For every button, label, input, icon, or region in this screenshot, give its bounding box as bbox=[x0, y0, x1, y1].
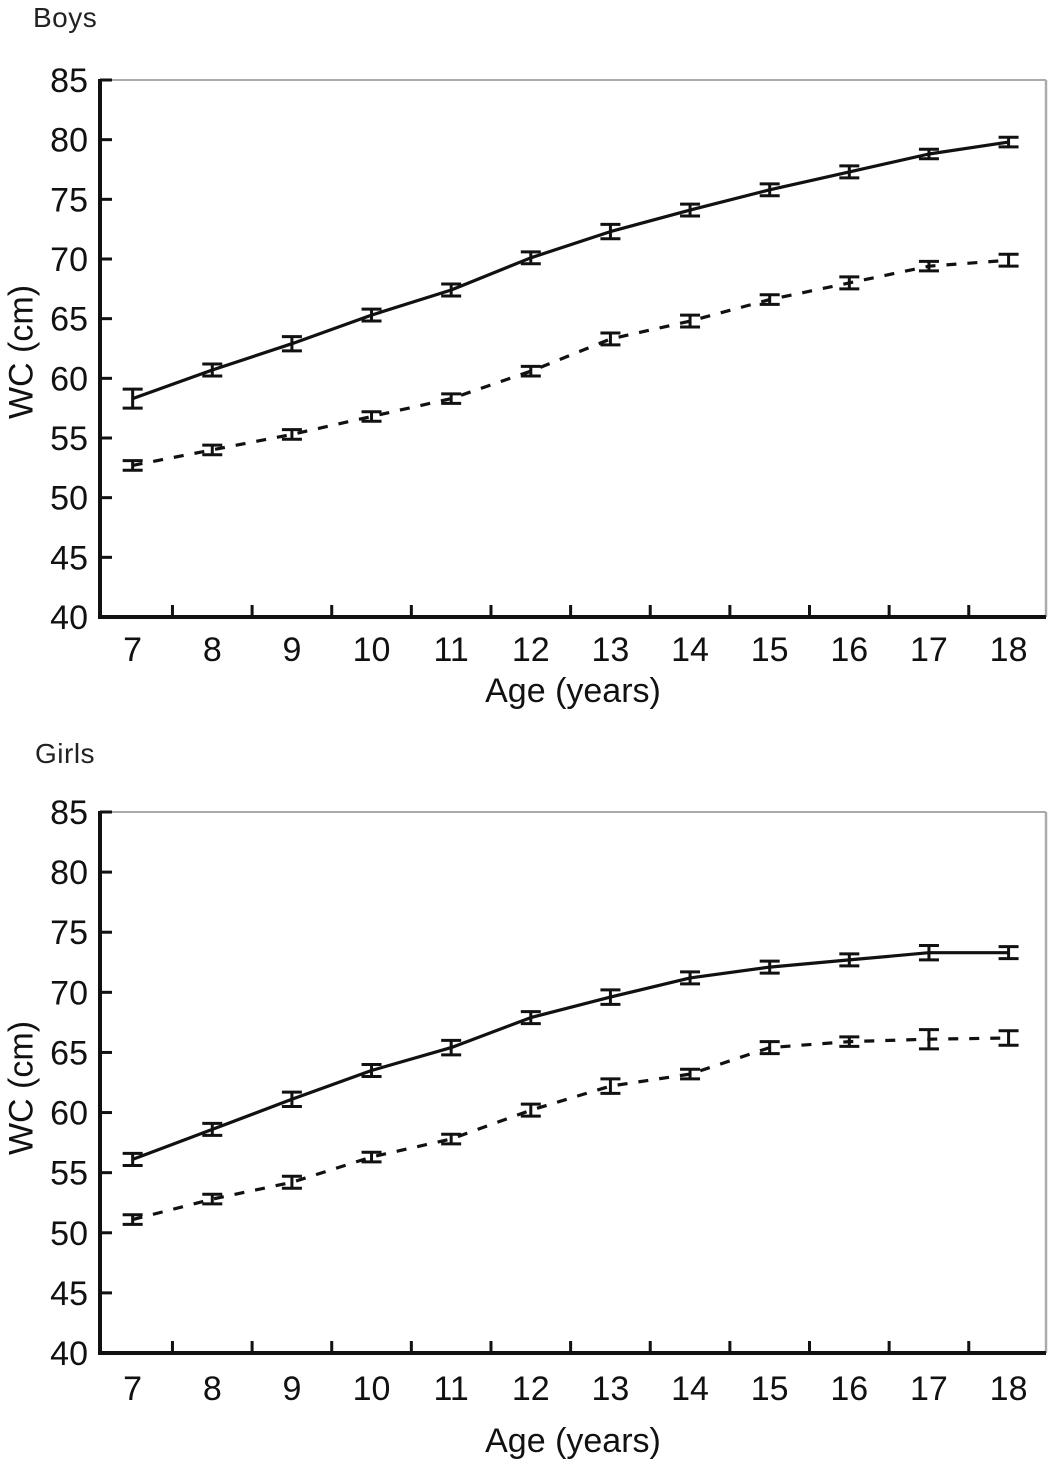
boys-y-tick-label: 50 bbox=[50, 480, 88, 518]
boys-y-tick-label: 75 bbox=[50, 181, 88, 219]
girls-dashed-line-series bbox=[132, 1036, 1009, 1222]
girls-x-tick-label: 10 bbox=[353, 1370, 391, 1408]
boys-y-tick-label: 60 bbox=[50, 360, 88, 398]
girls-x-tick-label: 16 bbox=[830, 1370, 868, 1408]
girls-y-tick-label: 70 bbox=[50, 974, 88, 1012]
boys-y-tick-label: 40 bbox=[50, 599, 88, 637]
girls-y-tick-label: 60 bbox=[50, 1095, 88, 1133]
boys-x-tick-label: 9 bbox=[282, 631, 301, 669]
girls-y-tick-label: 55 bbox=[50, 1155, 88, 1193]
girls-x-tick-label: 17 bbox=[910, 1370, 948, 1408]
girls-x-tick-label: 18 bbox=[990, 1370, 1028, 1408]
girls-x-tick-label: 12 bbox=[512, 1370, 550, 1408]
girls-y-tick-label: 50 bbox=[50, 1215, 88, 1253]
boys-x-tick-label: 17 bbox=[910, 631, 948, 669]
girls-x-tick-label: 9 bbox=[282, 1370, 301, 1408]
boys-y-tick-label: 55 bbox=[50, 420, 88, 458]
boys-solid-line-series bbox=[132, 140, 1009, 401]
boys-x-tick-label: 10 bbox=[353, 631, 391, 669]
boys-x-tick-label: 14 bbox=[671, 631, 709, 669]
girls-x-axis-label: Age (years) bbox=[485, 1422, 661, 1460]
girls-y-tick-label: 45 bbox=[50, 1275, 88, 1313]
boys-x-tick-label: 13 bbox=[592, 631, 630, 669]
girls-y-tick-label: 80 bbox=[50, 854, 88, 892]
girls-solid-line-series bbox=[132, 951, 1009, 1161]
boys-y-tick-label: 85 bbox=[50, 62, 88, 100]
girls-x-tick-label: 8 bbox=[203, 1370, 222, 1408]
boys-x-tick-label: 15 bbox=[751, 631, 789, 669]
boys-x-tick-label: 16 bbox=[830, 631, 868, 669]
boys-chart-title: Boys bbox=[33, 2, 98, 33]
boys-x-tick-label: 18 bbox=[990, 631, 1028, 669]
boys-x-tick-label: 8 bbox=[203, 631, 222, 669]
boys-x-tick-label: 11 bbox=[434, 631, 469, 669]
boys-x-tick-label: 12 bbox=[512, 631, 550, 669]
girls-y-tick-label: 40 bbox=[50, 1335, 88, 1373]
boys-x-axis-label: Age (years) bbox=[485, 672, 661, 710]
girls-y-tick-label: 75 bbox=[50, 914, 88, 952]
girls-x-tick-label: 13 bbox=[592, 1370, 630, 1408]
boys-y-tick-label: 80 bbox=[50, 122, 88, 160]
girls-y-tick-label: 65 bbox=[50, 1034, 88, 1072]
girls-y-tick-label: 85 bbox=[50, 794, 88, 832]
girls-x-tick-label: 15 bbox=[751, 1370, 789, 1408]
girls-chart-title: Girls bbox=[35, 738, 96, 769]
girls-x-tick-label: 14 bbox=[671, 1370, 709, 1408]
boys-y-tick-label: 65 bbox=[50, 301, 88, 339]
boys-x-tick-label: 7 bbox=[123, 631, 142, 669]
girls-x-tick-label: 7 bbox=[123, 1370, 142, 1408]
boys-y-tick-label: 70 bbox=[50, 241, 88, 279]
boys-dashed-line-series bbox=[132, 258, 1009, 467]
girls-x-tick-label: 11 bbox=[434, 1370, 469, 1408]
boys-y-tick-label: 45 bbox=[50, 539, 88, 577]
